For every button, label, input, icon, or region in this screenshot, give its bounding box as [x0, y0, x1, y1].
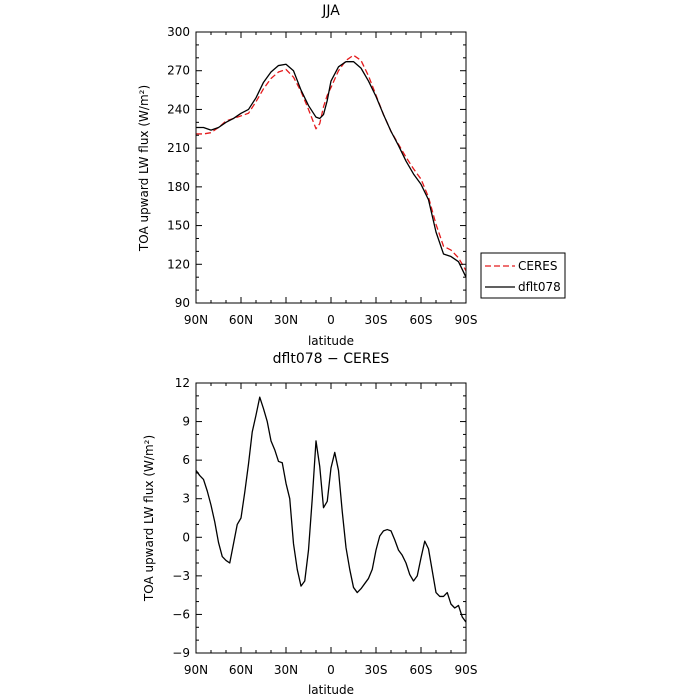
- legend: CERES dflt078: [480, 252, 566, 299]
- top-chart-panel: JJA 90N 60N 30N 0 30S 60S 90S 90 120 150 180 210 240…: [137, 3, 566, 348]
- bottom-chart-series-difference-line: [195, 396, 467, 623]
- bottom-chart-y-tick-label: −6: [172, 607, 190, 621]
- bottom-chart-ticks: 90N 60N 30N 0 30S 60S 90S −9 −6 −3 0 3 6 9 12: [172, 376, 477, 677]
- top-chart-y-tick-label: 300: [167, 25, 190, 39]
- top-chart-y-tick-label: 150: [167, 219, 190, 233]
- top-chart-plot-frame: [195, 31, 467, 304]
- bottom-chart-title: dflt078 − CERES: [273, 351, 390, 367]
- bottom-chart-x-axis-label: latitude: [308, 683, 354, 697]
- top-chart-y-tick-label: 270: [167, 64, 190, 78]
- top-chart-x-tick-label: 90S: [455, 313, 478, 327]
- legend-label-ceres: CERES: [518, 259, 558, 273]
- top-chart-x-axis-label: latitude: [308, 334, 354, 348]
- bottom-chart-series-layer: [195, 396, 467, 623]
- top-chart-y-axis-label: TOA upward LW flux (W/m²): [137, 85, 151, 252]
- bottom-chart-x-tick-label: 60S: [410, 663, 433, 677]
- top-chart-x-tick-label: 30N: [274, 313, 298, 327]
- bottom-chart-panel: dflt078 − CERES 90N 60N 30N 0 30S 60S 90S −9 −6 −…: [142, 351, 477, 697]
- top-chart-x-tick-label: 0: [327, 313, 335, 327]
- bottom-chart-plot-frame: [195, 382, 467, 654]
- bottom-chart-y-tick-label: −3: [172, 569, 190, 583]
- top-chart-x-tick-label: 60N: [229, 313, 253, 327]
- bottom-chart-x-tick-label: 30N: [274, 663, 298, 677]
- bottom-chart-x-tick-label: 60N: [229, 663, 253, 677]
- bottom-chart-y-axis-label: TOA upward LW flux (W/m²): [142, 435, 156, 602]
- bottom-chart-y-tick-label: 9: [182, 415, 190, 429]
- top-chart-x-tick-label: 90N: [184, 313, 208, 327]
- bottom-chart-y-tick-label: 3: [182, 492, 190, 506]
- bottom-chart-y-tick-label: 12: [175, 376, 190, 390]
- top-chart-y-tick-label: 240: [167, 102, 190, 116]
- bottom-chart-x-tick-label: 90N: [184, 663, 208, 677]
- bottom-chart-y-tick-label: −9: [172, 646, 190, 660]
- top-chart-y-tick-label: 120: [167, 257, 190, 271]
- top-chart-y-tick-label: 210: [167, 141, 190, 155]
- top-chart-series-layer: [196, 54, 467, 278]
- bottom-chart-x-tick-label: 0: [327, 663, 335, 677]
- top-chart-series-dflt078-line: [196, 61, 467, 278]
- bottom-chart-y-tick-label: 6: [182, 453, 190, 467]
- top-chart-y-tick-label: 180: [167, 180, 190, 194]
- bottom-chart-x-tick-label: 90S: [455, 663, 478, 677]
- top-chart-y-tick-label: 90: [175, 296, 190, 310]
- bottom-chart-y-tick-label: 0: [182, 530, 190, 544]
- top-chart-title: JJA: [321, 3, 340, 19]
- top-chart-x-tick-label: 30S: [365, 313, 388, 327]
- bottom-chart-x-tick-label: 30S: [365, 663, 388, 677]
- top-chart-ticks: 90N 60N 30N 0 30S 60S 90S 90 120 150 180 210 240 270 3…: [167, 25, 477, 327]
- top-chart-x-tick-label: 60S: [410, 313, 433, 327]
- legend-label-dflt078: dflt078: [518, 280, 561, 294]
- legend-box: [480, 252, 566, 299]
- top-chart-series-ceres-line: [196, 54, 467, 272]
